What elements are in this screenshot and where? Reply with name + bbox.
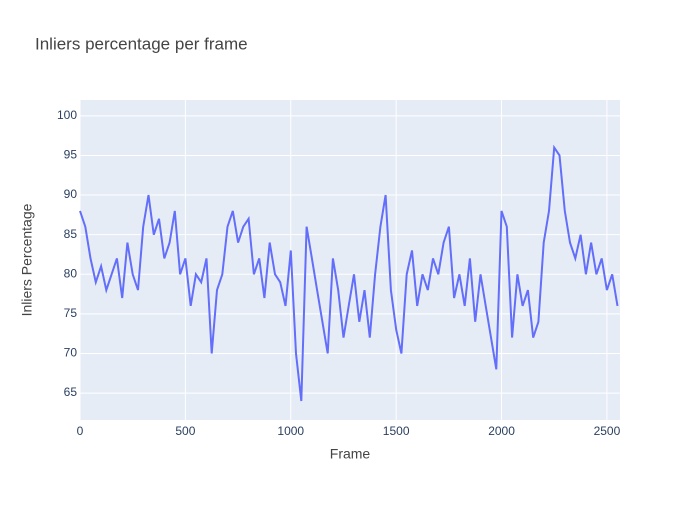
- data-line: [79, 144, 619, 402]
- y-tick-label: 80: [64, 266, 78, 280]
- x-axis-title: Frame: [330, 446, 371, 462]
- y-tick-label: 70: [64, 346, 78, 360]
- plot-area: [80, 100, 620, 420]
- x-tick-label: 500: [175, 424, 195, 438]
- chart-title: Inliers percentage per frame: [35, 34, 248, 53]
- y-axis-title: Inliers Percentage: [19, 203, 35, 316]
- y-tick-label: 95: [64, 148, 78, 162]
- x-tick-label: 1500: [383, 424, 410, 438]
- y-tick-label: 75: [64, 306, 78, 320]
- y-tick-label: 85: [64, 227, 78, 241]
- x-tick-label: 0: [77, 424, 84, 438]
- y-tick-label: 90: [64, 187, 78, 201]
- y-tick-label: 100: [57, 108, 77, 122]
- y-tick-label: 65: [64, 385, 78, 399]
- x-tick-label: 2000: [488, 424, 515, 438]
- x-tick-label: 1000: [277, 424, 304, 438]
- x-tick-label: 2500: [594, 424, 621, 438]
